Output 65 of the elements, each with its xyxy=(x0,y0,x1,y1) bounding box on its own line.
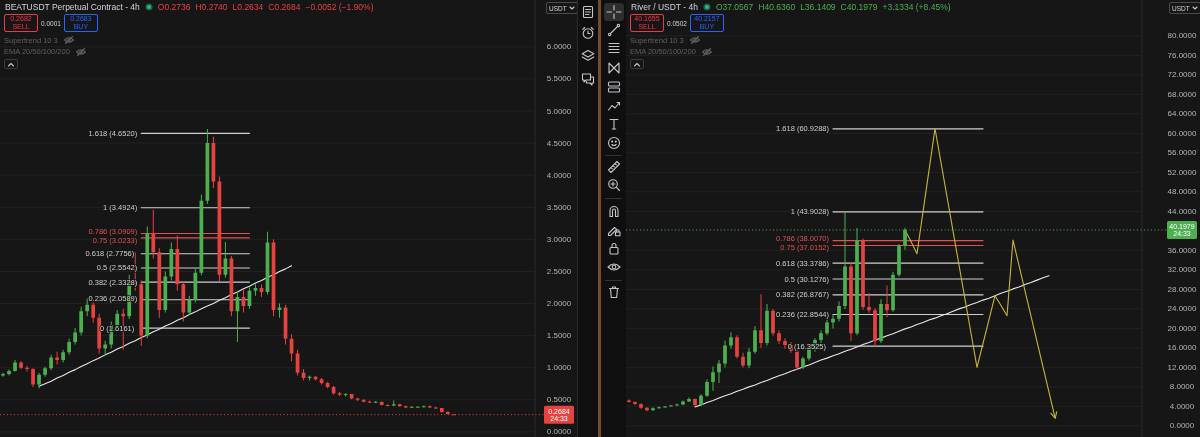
y-tick-label: 24.0000 xyxy=(1167,304,1198,314)
candlestick xyxy=(639,403,643,409)
candlestick xyxy=(397,403,402,407)
candlestick xyxy=(651,407,655,411)
y-tick-label: 5.5000 xyxy=(546,74,572,84)
y-tick-label: 28.0000 xyxy=(1167,284,1198,294)
annotation: +3.1334 (+8.45%) xyxy=(882,2,951,12)
annotation: C40.1979 xyxy=(840,2,878,12)
y-tick-label: 4.0000 xyxy=(1169,401,1195,411)
candlestick xyxy=(675,403,679,406)
y-tick-label: 4.5000 xyxy=(546,138,572,148)
candlestick xyxy=(687,397,691,402)
candlestick xyxy=(657,406,661,409)
chart-title: BEATUSDT Perpetual Contract - 4h xyxy=(5,2,140,12)
y-tick-label: 16.0000 xyxy=(1167,343,1198,353)
annotation: O0.2736 xyxy=(157,2,191,12)
annotation: L36.1409 xyxy=(800,2,836,12)
y-tick-label: 20.0000 xyxy=(1167,323,1198,333)
y-tick-label: 68.0000 xyxy=(1167,89,1198,99)
y-tick-label: 0.5000 xyxy=(546,395,572,405)
y-tick-label: 64.0000 xyxy=(1167,109,1198,119)
y-tick-label: 60.0000 xyxy=(1167,128,1198,138)
y-tick-label: 36.0000 xyxy=(1167,245,1198,255)
y-tick-label: 0.0000 xyxy=(1169,421,1195,431)
candlestick xyxy=(759,294,763,348)
candlestick xyxy=(43,366,47,377)
y-tick-label: 8.0000 xyxy=(1169,382,1195,392)
y-tick-label: 56.0000 xyxy=(1167,148,1198,158)
candlestick xyxy=(343,393,348,397)
chart-title: River / USDT - 4h xyxy=(631,2,698,12)
annotation: L0.2634 xyxy=(232,2,264,12)
y-tick-label: 52.0000 xyxy=(1167,167,1198,177)
y-tick-label: 4.0000 xyxy=(546,170,572,180)
y-tick-label: 76.0000 xyxy=(1167,50,1198,60)
candlestick xyxy=(55,351,59,365)
candlestick xyxy=(711,366,715,391)
y-tick-label: 32.0000 xyxy=(1167,265,1198,275)
candlestick xyxy=(355,397,360,402)
y-tick-label: 72.0000 xyxy=(1167,70,1198,80)
y-tick-label: 80.0000 xyxy=(1167,31,1198,41)
y-tick-label: 48.0000 xyxy=(1167,187,1198,197)
y-tick-label: 2.5000 xyxy=(546,266,572,276)
y-tick-label: 44.0000 xyxy=(1167,206,1198,216)
y-tick-label: 1.0000 xyxy=(546,363,572,373)
line-series xyxy=(694,275,1050,408)
y-tick-label: 2.0000 xyxy=(546,299,572,309)
candlestick xyxy=(391,400,396,407)
y-tick-label: 3.5000 xyxy=(546,202,572,212)
annotation: −0.0052 (−1.90%) xyxy=(305,2,374,12)
candlestick xyxy=(885,285,889,318)
y-tick-label: 1.5000 xyxy=(546,331,572,341)
candlestick xyxy=(783,338,787,349)
y-tick-label: 3.0000 xyxy=(546,234,572,244)
y-tick-label: 0.0000 xyxy=(546,427,572,437)
y-tick-label: 6.0000 xyxy=(546,42,572,52)
annotation: H0.2740 xyxy=(195,2,228,12)
y-tick-label: 5.0000 xyxy=(546,106,572,116)
y-tick-label: 12.0000 xyxy=(1167,362,1198,372)
annotation: C0.2684 xyxy=(268,2,301,12)
annotation: H40.6360 xyxy=(758,2,796,12)
candlestick xyxy=(867,293,871,313)
annotation: O37.0567 xyxy=(715,2,754,12)
candlestick xyxy=(367,400,372,403)
candlestick xyxy=(361,399,366,403)
line-series xyxy=(38,265,293,387)
